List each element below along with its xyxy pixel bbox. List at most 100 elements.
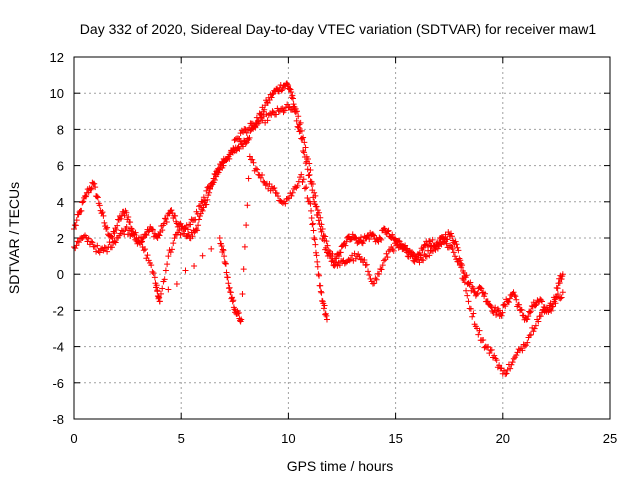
data-point: [288, 192, 295, 199]
data-point: [88, 238, 95, 245]
data-point: [194, 227, 201, 234]
data-point: [273, 111, 280, 118]
data-point: [319, 225, 326, 232]
data-point: [191, 262, 198, 269]
data-point: [218, 243, 225, 250]
data-point: [215, 169, 222, 176]
data-point: [108, 233, 115, 240]
data-point: [94, 242, 101, 249]
data-point: [194, 210, 201, 217]
data-point: [240, 143, 247, 150]
data-point: [464, 292, 471, 299]
data-point: [246, 153, 253, 160]
data-point: [89, 239, 96, 246]
data-point: [313, 203, 320, 210]
data-point: [220, 247, 227, 254]
data-point: [558, 294, 565, 301]
data-point: [300, 134, 307, 141]
data-point: [309, 180, 316, 187]
data-point: [162, 267, 169, 274]
y-axis-label: SDTVAR / TECUs: [6, 182, 22, 294]
data-point: [558, 276, 565, 283]
data-point: [322, 311, 329, 318]
data-point: [223, 269, 230, 276]
data-point: [465, 298, 472, 305]
data-point: [449, 245, 456, 252]
data-point: [491, 352, 498, 359]
data-point: [114, 222, 121, 229]
data-point: [518, 306, 525, 313]
data-point: [317, 282, 324, 289]
data-point: [537, 313, 544, 320]
data-point: [249, 156, 256, 163]
data-point: [521, 343, 528, 350]
data-point: [264, 99, 271, 106]
data-point: [236, 135, 243, 142]
data-point: [301, 185, 308, 192]
data-point: [303, 184, 310, 191]
data-point: [296, 121, 303, 128]
data-point: [384, 228, 391, 235]
data-point: [336, 262, 343, 269]
data-point: [528, 302, 535, 309]
data-point: [254, 166, 261, 173]
data-point: [385, 227, 392, 234]
data-point: [237, 317, 244, 324]
data-point: [91, 180, 98, 187]
data-point: [419, 247, 426, 254]
x-tick-label: 5: [178, 431, 185, 446]
data-point: [166, 210, 173, 217]
data-point: [202, 197, 209, 204]
data-point: [557, 295, 564, 302]
data-point: [428, 247, 435, 254]
data-point: [480, 336, 487, 343]
data-point: [312, 241, 319, 248]
data-point: [377, 235, 384, 242]
data-point: [118, 227, 125, 234]
data-point: [286, 85, 293, 92]
series-track-c: [152, 153, 330, 325]
data-point: [255, 119, 262, 126]
data-point: [467, 305, 474, 312]
data-point: [389, 231, 396, 238]
data-point: [311, 236, 318, 243]
data-point: [151, 274, 158, 281]
y-tick-label: 4: [57, 195, 64, 210]
y-tick-label: 0: [57, 267, 64, 282]
data-point: [123, 209, 130, 216]
data-point: [148, 262, 155, 269]
data-point: [145, 257, 152, 264]
data-point: [510, 289, 517, 296]
data-point: [231, 306, 238, 313]
data-point: [524, 316, 531, 323]
series-track-b: [71, 101, 566, 378]
data-point: [429, 236, 436, 243]
data-point: [192, 216, 199, 223]
data-point: [82, 192, 89, 199]
data-point: [189, 233, 196, 240]
data-point: [455, 247, 462, 254]
data-point: [324, 242, 331, 249]
data-point: [295, 124, 302, 131]
data-point: [463, 287, 470, 294]
data-point: [156, 298, 163, 305]
data-point: [485, 343, 492, 350]
data-point: [509, 359, 516, 366]
data-point: [552, 300, 559, 307]
data-point: [73, 217, 80, 224]
data-point: [79, 199, 86, 206]
data-point: [218, 158, 225, 165]
data-point: [349, 231, 356, 238]
data-point: [452, 253, 459, 260]
data-point: [422, 253, 429, 260]
data-point: [320, 305, 327, 312]
data-point: [362, 262, 369, 269]
data-point: [142, 246, 149, 253]
data-point: [352, 255, 359, 262]
data-point: [343, 238, 350, 245]
data-point: [538, 297, 545, 304]
data-point: [307, 166, 314, 173]
data-point: [527, 308, 534, 315]
data-point: [455, 258, 462, 265]
